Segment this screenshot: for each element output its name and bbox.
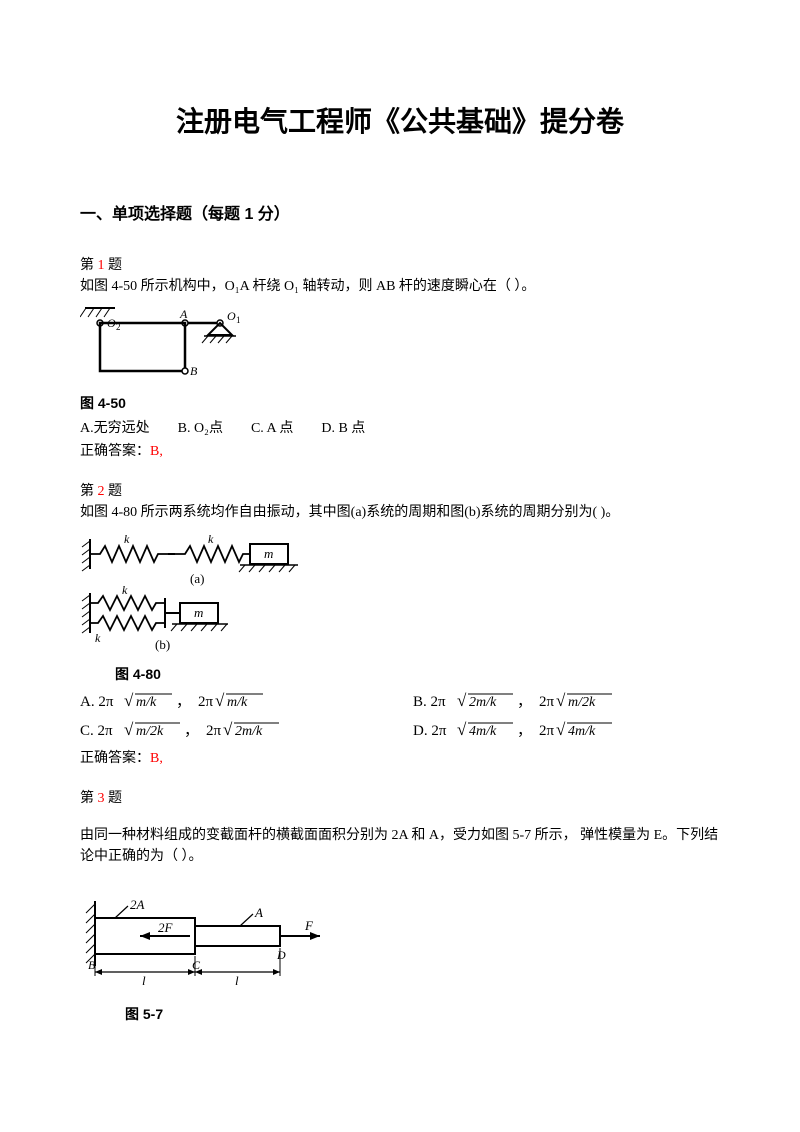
- q2-ans-label: 正确答案：: [80, 751, 150, 766]
- q2-opt-b: B. 2π √ 2m/k ， 2π √ m/2k: [413, 689, 643, 713]
- svg-text:k: k: [95, 631, 101, 645]
- q2-suffix: 题: [105, 484, 123, 499]
- svg-text:m/k: m/k: [227, 695, 248, 710]
- q1-ans: B,: [150, 444, 163, 459]
- svg-text:F: F: [304, 918, 314, 933]
- question-2-options: A. 2π √ m/k ， 2π √ m/k C. 2π √ m/2k ， 2π…: [80, 689, 720, 747]
- figure-4-50-label: 图 4-50: [80, 393, 720, 413]
- section-title: 一、单项选择题（每题 1 分）: [80, 200, 720, 224]
- q2-opt-a: A. 2π √ m/k ， 2π √ m/k: [80, 689, 310, 713]
- question-2-text: 如图 4-80 所示两系统均作自由振动，其中图(a)系统的周期和图(b)系统的周…: [80, 502, 720, 523]
- svg-text:2π: 2π: [206, 723, 222, 739]
- q3-suffix: 题: [105, 791, 123, 806]
- q3-num: 3: [98, 791, 105, 806]
- q2-num: 2: [98, 484, 105, 499]
- question-1: 第 1 题 如图 4-50 所示机构中，O₁A 杆绕 O₁ 轴转动，则 AB 杆…: [80, 254, 720, 460]
- question-1-text: 如图 4-50 所示机构中，O₁A 杆绕 O₁ 轴转动，则 AB 杆的速度瞬心在…: [80, 276, 720, 297]
- svg-text:√: √: [124, 691, 134, 710]
- svg-text:(b): (b): [155, 637, 170, 652]
- svg-text:√: √: [223, 720, 233, 739]
- svg-text:B: B: [190, 364, 198, 378]
- svg-text:k: k: [122, 583, 128, 597]
- svg-text:4m/k: 4m/k: [469, 724, 497, 739]
- svg-text:O: O: [227, 309, 236, 323]
- figure-5-7-label: 图 5-7: [125, 1004, 720, 1024]
- svg-text:2π: 2π: [198, 694, 214, 710]
- svg-text:√: √: [457, 720, 467, 739]
- svg-text:k: k: [124, 532, 130, 546]
- q1-num: 1: [98, 258, 105, 273]
- figure-4-80-label: 图 4-80: [115, 664, 720, 684]
- svg-text:2π: 2π: [539, 694, 555, 710]
- q1-ans-label: 正确答案：: [80, 444, 150, 459]
- q2-ans: B,: [150, 751, 163, 766]
- question-1-number: 第 1 题: [80, 254, 720, 274]
- svg-text:1: 1: [236, 315, 241, 325]
- question-1-answer: 正确答案：B,: [80, 440, 720, 460]
- svg-text:m: m: [264, 546, 273, 561]
- svg-text:2m/k: 2m/k: [235, 724, 263, 739]
- svg-text:√: √: [457, 691, 467, 710]
- svg-text:2A: 2A: [130, 897, 145, 912]
- svg-text:√: √: [556, 691, 566, 710]
- q2-opt-d: D. 2π √ 4m/k ， 2π √ 4m/k: [413, 718, 643, 742]
- question-2-answer: 正确答案：B,: [80, 747, 720, 767]
- figure-4-80-svg: k k m (a) k: [80, 531, 330, 656]
- svg-text:2π: 2π: [539, 723, 555, 739]
- page-title: 注册电气工程师《公共基础》提分卷: [80, 100, 720, 140]
- svg-text:A: A: [179, 307, 188, 321]
- q1-prefix: 第: [80, 258, 98, 273]
- svg-text:C. 2π: C. 2π: [80, 723, 113, 739]
- svg-text:2F: 2F: [158, 920, 174, 935]
- svg-text:√: √: [556, 720, 566, 739]
- svg-text:√: √: [124, 720, 134, 739]
- svg-text:m/2k: m/2k: [136, 724, 164, 739]
- svg-text:，: ，: [517, 723, 532, 739]
- svg-text:，: ，: [517, 694, 532, 710]
- question-1-options: A.无穷远处 B. O₂点 C. A 点 D. B 点: [80, 418, 720, 440]
- question-3: 第 3 题 由同一种材料组成的变截面杆的横截面面积分别为 2A 和 A，受力如图…: [80, 787, 720, 1024]
- q2-opt-c: C. 2π √ m/2k ， 2π √ 2m/k: [80, 718, 310, 742]
- svg-text:l: l: [142, 973, 146, 988]
- svg-text:4m/k: 4m/k: [568, 724, 596, 739]
- svg-text:m/2k: m/2k: [568, 695, 596, 710]
- figure-5-7-svg: 2A A 2F F B C D l: [80, 896, 340, 996]
- question-3-number: 第 3 题: [80, 787, 720, 807]
- svg-text:A. 2π: A. 2π: [80, 694, 114, 710]
- figure-4-50: O2 O1 A B 图 4-50: [80, 305, 720, 413]
- svg-text:A: A: [254, 905, 263, 920]
- svg-text:，: ，: [176, 694, 191, 710]
- svg-text:B. 2π: B. 2π: [413, 694, 446, 710]
- question-2: 第 2 题 如图 4-80 所示两系统均作自由振动，其中图(a)系统的周期和图(…: [80, 480, 720, 767]
- svg-text:(a): (a): [190, 571, 204, 586]
- svg-text:k: k: [208, 532, 214, 546]
- question-2-number: 第 2 题: [80, 480, 720, 500]
- figure-4-80: k k m (a) k: [80, 531, 720, 684]
- question-3-text: 由同一种材料组成的变截面杆的横截面面积分别为 2A 和 A，受力如图 5-7 所…: [80, 825, 720, 867]
- svg-text:C: C: [192, 958, 201, 972]
- svg-text:2m/k: 2m/k: [469, 695, 497, 710]
- figure-4-50-svg: O2 O1 A B: [80, 305, 260, 385]
- q3-prefix: 第: [80, 791, 98, 806]
- figure-5-7: 2A A 2F F B C D l: [80, 896, 720, 1024]
- q2-prefix: 第: [80, 484, 98, 499]
- svg-text:√: √: [215, 691, 225, 710]
- svg-text:m: m: [194, 605, 203, 620]
- svg-text:m/k: m/k: [136, 695, 157, 710]
- svg-text:，: ，: [184, 723, 199, 739]
- svg-text:D. 2π: D. 2π: [413, 723, 447, 739]
- q1-suffix: 题: [105, 258, 123, 273]
- svg-text:l: l: [235, 973, 239, 988]
- svg-text:D: D: [276, 948, 286, 962]
